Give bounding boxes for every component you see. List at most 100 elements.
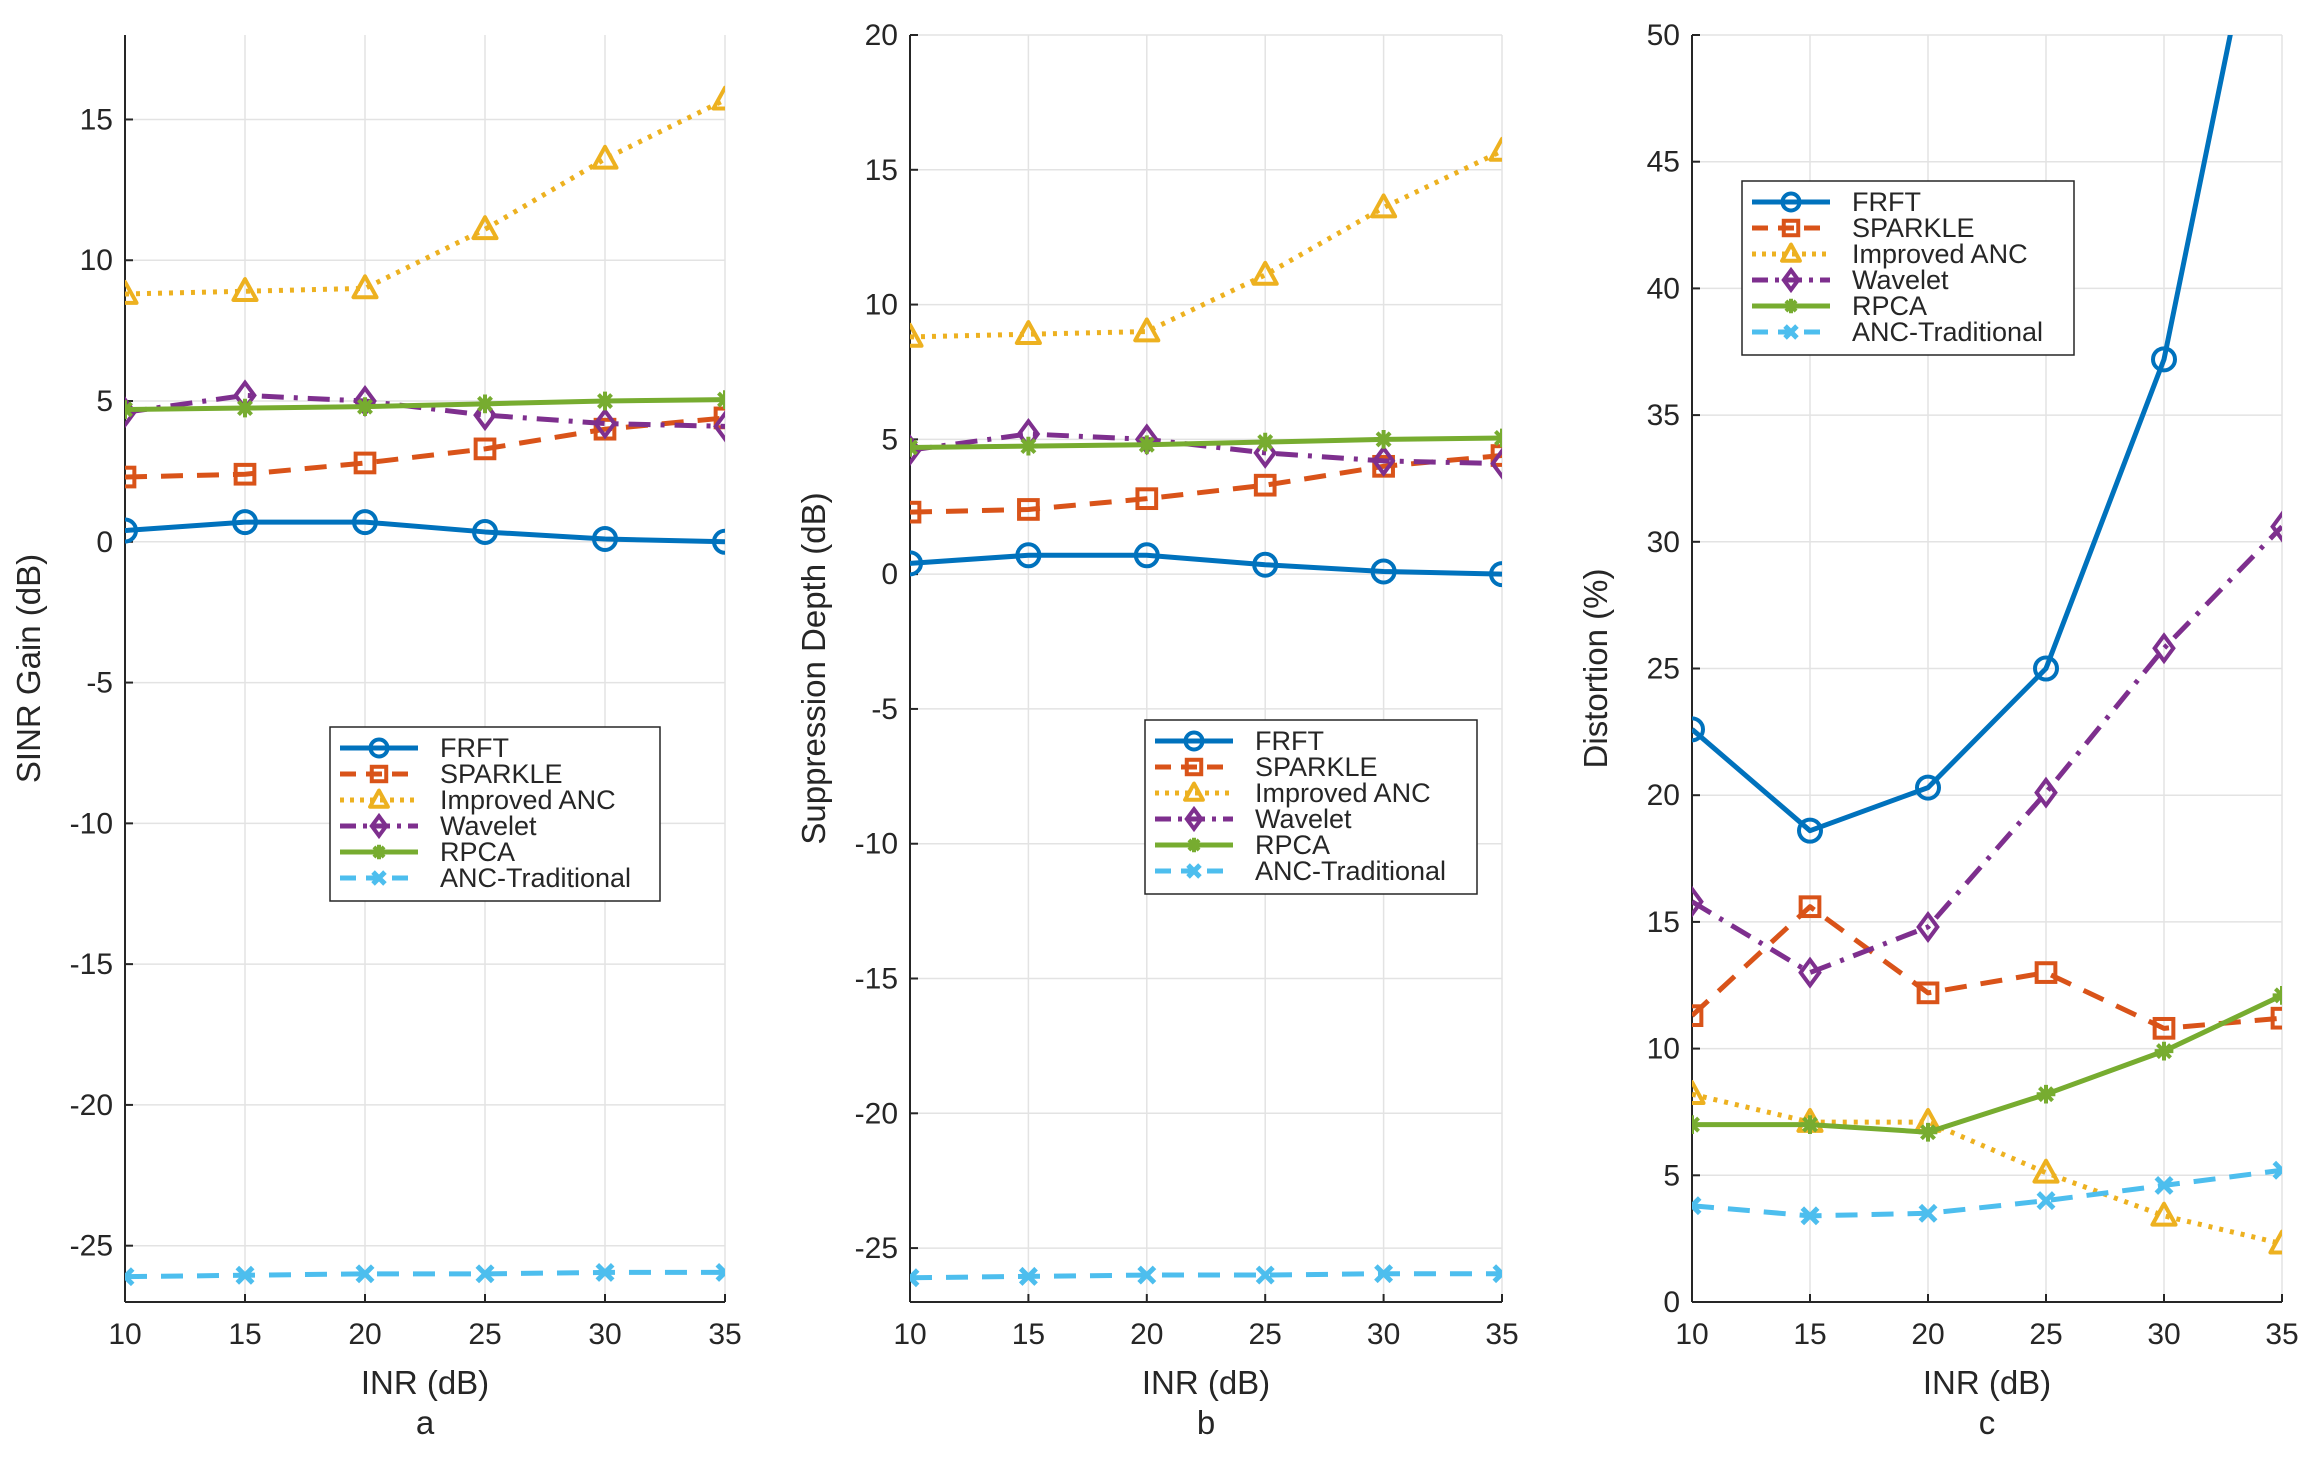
series-anc-traditional [125, 1262, 725, 1287]
data-point-improved-anc [2268, 1229, 2282, 1255]
data-point-wavelet [2152, 632, 2176, 665]
data-point-anc-traditional [125, 1267, 135, 1287]
series-group [910, 136, 1502, 1288]
data-point-anc-traditional [2036, 1191, 2056, 1211]
legend-item-sparkle: SPARKLE [1752, 213, 1975, 243]
data-point-rpca [2154, 1041, 2174, 1061]
data-point-anc-traditional [475, 1264, 495, 1284]
legend-label: Wavelet [1255, 804, 1352, 834]
y-tick-label: 0 [96, 526, 113, 559]
data-point-rpca [1374, 430, 1393, 449]
y-tick-label: 50 [1647, 19, 1680, 52]
data-point-wavelet [593, 407, 617, 440]
data-point-sparkle [2034, 961, 2058, 984]
series-line-sparkle [1692, 904, 2282, 1031]
data-point-wavelet [2270, 510, 2282, 543]
legend-marker [371, 870, 387, 886]
data-point-frft [1797, 817, 1823, 844]
series-line-anc-traditional [910, 1271, 1502, 1281]
data-point-sparkle [2152, 1016, 2176, 1040]
series-anc-traditional [1692, 1160, 2282, 1226]
series-line-improved-anc [125, 97, 725, 297]
x-tick-label: 25 [1249, 1318, 1282, 1351]
data-point-anc-traditional [1692, 1196, 1702, 1216]
legend-item-frft: FRFT [1752, 187, 1921, 217]
data-point-anc-traditional [355, 1264, 375, 1284]
legend-label: RPCA [1255, 830, 1330, 860]
legend-item-frft: FRFT [340, 733, 509, 763]
series-group [125, 85, 725, 1287]
y-tick-label: 5 [1663, 1159, 1680, 1192]
series-line-improved-anc [1692, 1091, 2282, 1247]
data-point-wavelet [713, 410, 725, 443]
x-tick-label: 15 [228, 1318, 261, 1351]
legend-item-rpca: RPCA [1155, 830, 1330, 860]
series-line-rpca [910, 435, 1502, 450]
legend-marker [1186, 863, 1202, 879]
data-point-frft [910, 550, 923, 577]
data-point-rpca [1492, 428, 1502, 448]
x-tick-label: 30 [2147, 1318, 2180, 1351]
y-tick-label: -15 [70, 948, 113, 981]
legend-item-rpca: RPCA [1752, 291, 1927, 321]
legend-label: Improved ANC [1255, 778, 1431, 808]
legend-label: SPARKLE [1852, 213, 1975, 243]
x-tick-label: 20 [348, 1318, 381, 1351]
series-line-rpca [125, 397, 725, 412]
legend-item-frft: FRFT [1155, 726, 1324, 756]
data-point-frft [1692, 716, 1705, 743]
series-rpca [125, 390, 725, 419]
data-point-anc-traditional [1918, 1203, 1938, 1223]
data-point-frft [2151, 346, 2177, 373]
chart-panel-b: 10 15 20 25 30 35 -25 -20 -15 -10 -5 0 5 10 15 20 INR (d… [795, 19, 1519, 1441]
data-point-sparkle [473, 437, 497, 461]
x-tick-label: 15 [1793, 1318, 1826, 1351]
series-group [1692, 35, 2282, 1255]
y-tick-label: 25 [1647, 653, 1680, 686]
x-tick-label: 10 [108, 1318, 141, 1351]
y-tick-label: 40 [1647, 272, 1680, 305]
legend-item-wavelet: Wavelet [1752, 265, 1949, 295]
legend-label: RPCA [1852, 291, 1927, 321]
legend-label: ANC-Traditional [1852, 317, 2043, 347]
y-tick-label: 15 [865, 154, 898, 187]
series-line-anc-traditional [125, 1269, 725, 1280]
data-point-sparkle [1135, 487, 1159, 511]
data-point-anc-traditional [2272, 1160, 2282, 1180]
data-point-wavelet [2034, 776, 2058, 809]
data-point-frft [352, 509, 378, 536]
y-tick-label: -10 [70, 807, 113, 840]
legend-item-wavelet: Wavelet [340, 811, 537, 841]
y-axis-label: Distortion (%) [1577, 569, 1614, 769]
series-line-anc-traditional [1692, 1167, 2282, 1219]
legend-marker [1186, 837, 1202, 853]
data-point-frft [1370, 558, 1397, 585]
data-point-sparkle [125, 465, 137, 489]
data-point-anc-traditional [715, 1262, 725, 1282]
legend-item-improved-anc: Improved ANC [1752, 239, 2028, 269]
data-point-improved-anc [910, 322, 924, 348]
plot-area [910, 35, 1502, 1302]
data-point-improved-anc [711, 85, 725, 111]
data-point-frft [1252, 551, 1279, 578]
data-point-rpca [2036, 1084, 2056, 1104]
series-line-frft [125, 519, 725, 545]
series-line-wavelet [125, 392, 725, 429]
legend-item-anc-traditional: ANC-Traditional [1752, 317, 2043, 347]
legend-marker [1781, 218, 1801, 238]
x-axis-label: INR (dB) [361, 1364, 489, 1401]
data-point-anc-traditional [1137, 1265, 1157, 1285]
legend-label: FRFT [1852, 187, 1921, 217]
legend-label: FRFT [1255, 726, 1324, 756]
data-point-sparkle [1490, 444, 1502, 467]
data-point-rpca [235, 398, 255, 418]
data-point-sparkle [2270, 1006, 2282, 1030]
panel-label: b [1197, 1404, 1215, 1441]
data-point-sparkle [910, 500, 922, 524]
data-point-sparkle [233, 462, 257, 486]
x-tick-label: 30 [1367, 1318, 1400, 1351]
y-tick-label: 20 [1647, 779, 1680, 812]
x-tick-label: 10 [1675, 1318, 1708, 1351]
series-anc-traditional [910, 1264, 1502, 1288]
y-axis-label: SINR Gain (dB) [10, 554, 47, 783]
